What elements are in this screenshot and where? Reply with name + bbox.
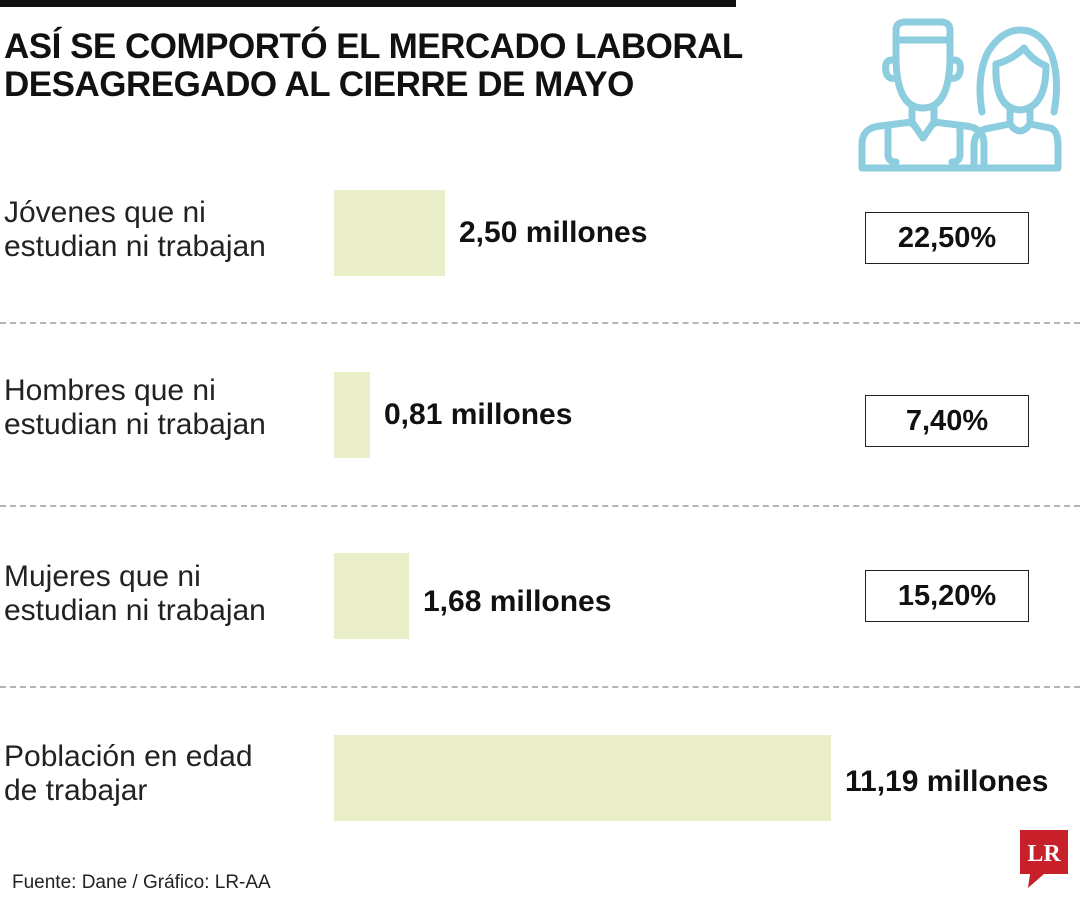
lr-logo: LR bbox=[1020, 830, 1068, 888]
bar-poblacion bbox=[334, 735, 831, 821]
value-label-jovenes: 2,50 millones bbox=[459, 216, 648, 249]
value-label-hombres: 0,81 millones bbox=[384, 398, 573, 431]
row-label-poblacion-line-1: Población en edad bbox=[4, 740, 253, 773]
percent-box-jovenes: 22,50% bbox=[865, 212, 1029, 264]
row-label-hombres: Hombres que ni estudian ni trabajan bbox=[4, 374, 266, 442]
value-label-poblacion: 11,19 millones bbox=[845, 765, 1049, 798]
row-label-mujeres-line-1: Mujeres que ni bbox=[4, 560, 201, 593]
row-label-hombres-line-2: estudian ni trabajan bbox=[4, 408, 266, 441]
row-label-mujeres: Mujeres que ni estudian ni trabajan bbox=[4, 560, 266, 628]
chart-title: ASÍ SE COMPORTÓ EL MERCADO LABORAL DESAG… bbox=[4, 28, 764, 104]
row-label-poblacion-line-2: de trabajar bbox=[4, 774, 148, 807]
row-label-mujeres-line-2: estudian ni trabajan bbox=[4, 594, 266, 627]
top-rule bbox=[0, 0, 736, 7]
source-note: Fuente: Dane / Gráfico: LR-AA bbox=[12, 872, 271, 893]
row-divider bbox=[0, 505, 1080, 507]
row-divider bbox=[0, 322, 1080, 324]
title-line-1: ASÍ SE COMPORTÓ EL MERCADO LABORAL bbox=[4, 27, 743, 66]
row-label-jovenes-line-1: Jóvenes que ni bbox=[4, 196, 206, 229]
percent-box-mujeres: 15,20% bbox=[865, 570, 1029, 622]
row-label-poblacion: Población en edad de trabajar bbox=[4, 740, 253, 808]
people-icon bbox=[858, 18, 1062, 172]
value-label-mujeres: 1,68 millones bbox=[423, 585, 612, 618]
bar-jovenes bbox=[334, 190, 445, 276]
lr-logo-text: LR bbox=[1027, 841, 1061, 867]
row-label-jovenes-line-2: estudian ni trabajan bbox=[4, 230, 266, 263]
row-divider bbox=[0, 686, 1080, 688]
row-label-jovenes: Jóvenes que ni estudian ni trabajan bbox=[4, 196, 266, 264]
bar-hombres bbox=[334, 372, 370, 458]
bar-mujeres bbox=[334, 553, 409, 639]
row-label-hombres-line-1: Hombres que ni bbox=[4, 374, 216, 407]
percent-box-hombres: 7,40% bbox=[865, 395, 1029, 447]
title-line-2: DESAGREGADO AL CIERRE DE MAYO bbox=[4, 65, 634, 104]
